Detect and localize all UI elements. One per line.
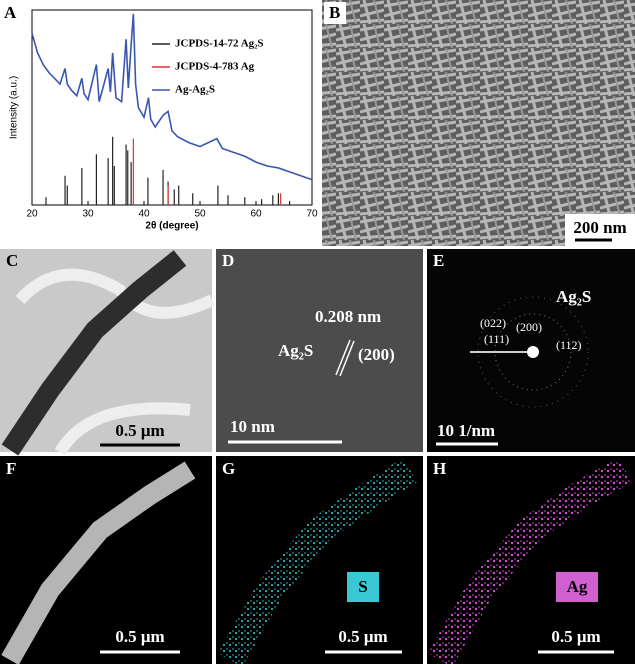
figure: A 20 30 40 50 60 70 2θ (degree) Intensity (a.u.… <box>0 0 635 664</box>
panel-label: G <box>222 459 235 478</box>
scale-bar-label: 10 1/nm <box>437 421 495 440</box>
annotation: (200) <box>358 345 395 364</box>
scale-bar-label: 0.5 μm <box>551 627 600 646</box>
panel-c: C 0.5 μm <box>0 249 212 452</box>
panel-label: E <box>433 251 444 270</box>
panel-d: D 0.208 nm Ag₂S (200) 10 nm <box>216 249 423 452</box>
panel-e: E Ag₂S (022) (200) (111) (112) 10 1/nm <box>427 249 635 452</box>
scale-bar-label: 10 nm <box>230 417 275 436</box>
x-tick-label: 40 <box>138 209 150 220</box>
scale-bar-label: 0.5 μm <box>115 627 164 646</box>
panel-g: G S 0.5 μm <box>216 456 423 664</box>
x-tick-label: 70 <box>306 209 318 220</box>
panel-label: D <box>222 251 234 270</box>
panel-f: F 0.5 μm <box>0 456 212 664</box>
central-spot <box>527 346 539 358</box>
element-label: Ag <box>567 577 588 596</box>
legend-label: Ag-Ag₂S <box>175 84 215 96</box>
x-tick-label: 20 <box>26 209 38 220</box>
panel-label: H <box>433 459 446 478</box>
panel-b: B 200 nm <box>322 0 635 246</box>
sem-image <box>322 0 635 246</box>
xrd-curve <box>32 14 312 180</box>
legend-label: JCPDS-14-72 Ag₂S <box>175 38 264 50</box>
element-label: S <box>358 577 367 596</box>
x-tick-label: 50 <box>194 209 206 220</box>
panel-label: F <box>6 459 16 478</box>
panel-h: H Ag 0.5 μm <box>427 456 635 664</box>
panel-label: B <box>329 3 340 22</box>
scale-bar-label: 0.5 μm <box>115 421 164 440</box>
scale-bar-label: 200 nm <box>573 218 626 237</box>
annotation: (022) <box>480 316 506 330</box>
scale-bar-label: 0.5 μm <box>338 627 387 646</box>
annotation: (112) <box>556 338 582 352</box>
xrd-chart: A 20 30 40 50 60 70 2θ (degree) Intensity (a.u.… <box>4 3 318 232</box>
annotation: Ag₂S <box>556 287 591 306</box>
annotation: Ag₂S <box>278 341 313 360</box>
y-axis-title: Intensity (a.u.) <box>9 76 20 139</box>
panel-label: A <box>4 3 17 22</box>
annotation: (111) <box>484 332 509 346</box>
annotation: 0.208 nm <box>315 307 381 326</box>
x-tick-label: 60 <box>250 209 262 220</box>
legend-label: JCPDS-4-783 Ag <box>175 61 255 73</box>
x-axis-title: 2θ (degree) <box>145 221 198 232</box>
plot-frame <box>32 10 312 205</box>
annotation: (200) <box>516 320 542 334</box>
panel-label: C <box>6 251 18 270</box>
x-tick-label: 30 <box>82 209 94 220</box>
